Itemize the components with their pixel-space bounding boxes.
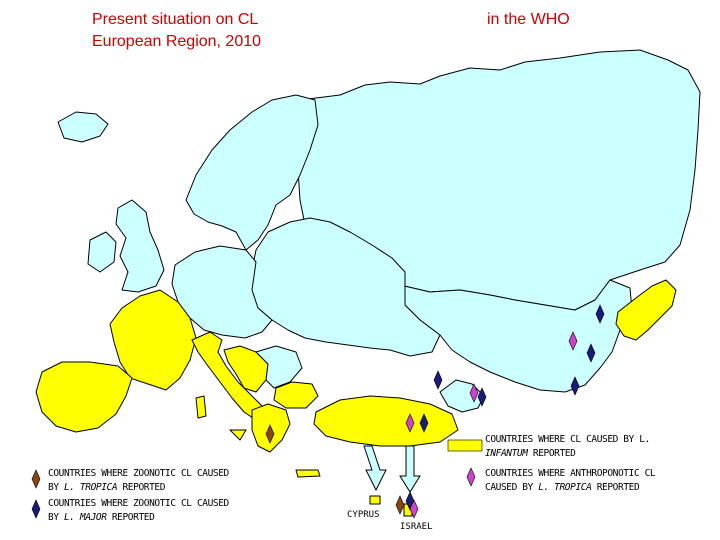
- ireland: [87, 231, 117, 273]
- legend-major-zoonotic-icon: [31, 499, 41, 519]
- legend-infantum: COUNTRIES WHERE CL CAUSED BY L. INFANTUM…: [485, 433, 650, 461]
- france: [109, 289, 197, 391]
- cyprus: [369, 495, 381, 505]
- marker-anthro-caucasus: [469, 383, 479, 403]
- legend-tropica-zoonotic-icon: [31, 469, 41, 489]
- marker-major-east: [595, 304, 605, 324]
- legend-zoonotic-tropica-line2: BY L. TROPICA REPORTED: [48, 481, 229, 495]
- legend-zoonotic-major-line1: COUNTRIES WHERE ZOONOTIC CL CAUSED: [48, 498, 229, 509]
- sardinia: [195, 395, 207, 419]
- marker-anthro-israel: [409, 499, 419, 519]
- map-title-line-2: European Region, 2010: [92, 33, 262, 50]
- israel-arrow: [399, 445, 421, 493]
- marker-tropica-israel: [395, 495, 405, 515]
- legend-anthroponotic-line1: COUNTRIES WHERE ANTHROPONOTIC CL: [485, 468, 656, 479]
- legend-zoonotic-major-line2: BY L. MAJOR REPORTED: [48, 511, 229, 525]
- legend-zoonotic-tropica-line1: COUNTRIES WHERE ZOONOTIC CL CAUSED: [48, 468, 229, 479]
- legend-zoonotic-major-species: L. MAJOR: [63, 512, 107, 523]
- marker-tropica-greece: [265, 424, 275, 444]
- caucasus-region: [439, 379, 485, 413]
- marker-major-turkestan-west: [433, 370, 443, 390]
- legend-anthroponotic-icon: [466, 467, 476, 487]
- legend-anthroponotic-pre: CAUSED BY: [485, 482, 539, 493]
- marker-anthro-turkey: [405, 413, 415, 433]
- legend-zoonotic-major-rest: REPORTED: [106, 512, 155, 523]
- legend-zoonotic-tropica-species: L. TROPICA: [63, 482, 118, 493]
- legend-zoonotic-major: COUNTRIES WHERE ZOONOTIC CL CAUSED BY L.…: [48, 497, 229, 525]
- legend-anthroponotic-rest: REPORTED: [591, 482, 640, 493]
- marker-major-turkey: [419, 413, 429, 433]
- western-balkans: [223, 345, 269, 393]
- united-kingdom: [115, 199, 165, 293]
- marker-major-southwest: [570, 376, 580, 396]
- sicily: [229, 429, 247, 441]
- legend-infantum-swatch: [447, 439, 483, 452]
- legend-infantum-line2: INFANTUM REPORTED: [485, 447, 650, 461]
- kyrgyz-tajik-region: [615, 279, 677, 341]
- legend-zoonotic-tropica-rest: REPORTED: [117, 482, 166, 493]
- bulgaria: [273, 381, 319, 409]
- iberian-peninsula: [35, 361, 133, 433]
- legend-anthroponotic-line2: CAUSED BY L. TROPICA REPORTED: [485, 481, 655, 495]
- legend-infantum-species: INFANTUM: [485, 448, 528, 459]
- legend-zoonotic-major-pre: BY: [48, 512, 64, 523]
- legend-zoonotic-tropica: COUNTRIES WHERE ZOONOTIC CL CAUSED BY L.…: [48, 467, 229, 495]
- marker-major-south: [586, 343, 596, 363]
- turkey: [313, 395, 459, 447]
- central-asia-region: [399, 279, 633, 393]
- map-title-continuation: in the WHO: [487, 11, 570, 28]
- central-balkans: [255, 345, 303, 389]
- marker-anthro-central: [568, 331, 578, 351]
- legend-infantum-line1: COUNTRIES WHERE CL CAUSED BY L.: [485, 434, 650, 445]
- crete: [295, 469, 321, 478]
- map-title-line-1: Present situation on CL: [92, 11, 259, 28]
- scandinavia-region: [185, 94, 319, 251]
- cyprus-arrow: [363, 445, 387, 492]
- israel-label: ISRAEL: [400, 522, 433, 532]
- marker-major-caucasus: [477, 387, 487, 407]
- legend-zoonotic-tropica-pre: BY: [48, 482, 64, 493]
- legend-anthroponotic-species: L. TROPICA: [538, 482, 592, 493]
- map-title: Present situation on CL European Region,…: [92, 9, 332, 53]
- legend-anthroponotic-tropica: COUNTRIES WHERE ANTHROPONOTIC CL CAUSED …: [485, 467, 656, 495]
- cyprus-label: CYPRUS: [347, 510, 380, 520]
- legend-infantum-rest: REPORTED: [527, 448, 576, 459]
- iceland: [57, 111, 109, 143]
